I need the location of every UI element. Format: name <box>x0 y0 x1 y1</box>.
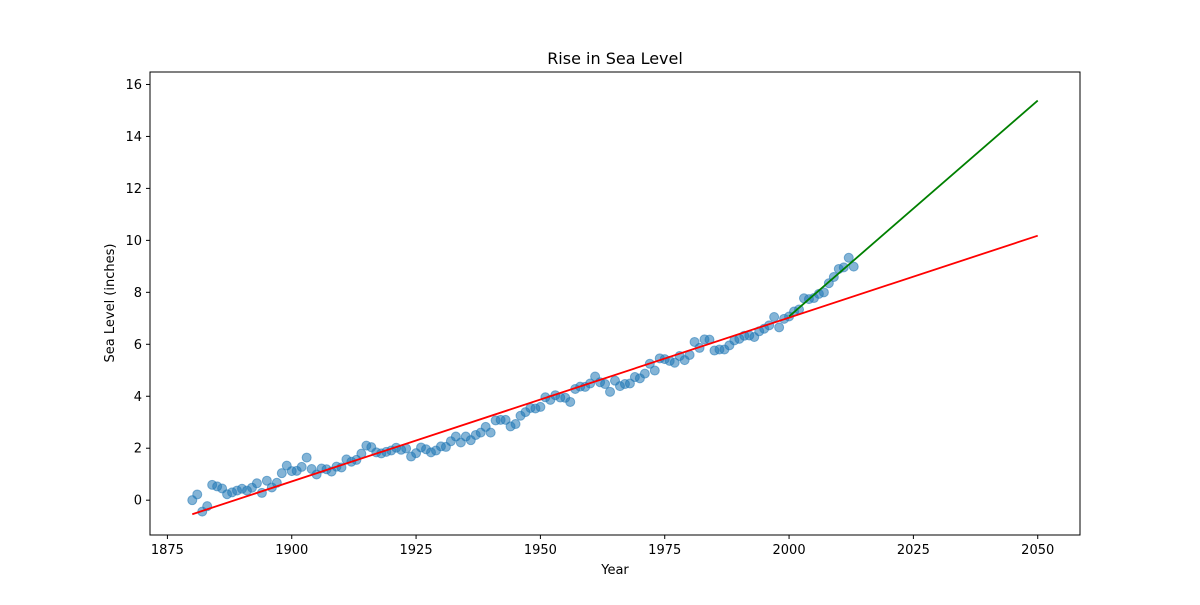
axes-layer: 1875 1900 1925 1950 1975 2000 2025 2050 0 2 4 6 8 10 1… <box>125 78 1054 558</box>
fit-line-red <box>191 234 1039 516</box>
data-point <box>565 396 576 407</box>
data-point <box>848 261 859 272</box>
data-point <box>276 468 287 479</box>
data-point <box>818 287 829 298</box>
fit-line-green <box>788 99 1039 318</box>
data-point <box>510 419 521 430</box>
y-tick-label: 4 <box>134 390 142 405</box>
data-point <box>605 386 616 397</box>
x-tick-label: 1950 <box>524 543 557 558</box>
data-point <box>639 368 650 379</box>
data-point <box>296 461 307 472</box>
x-tick-label: 2050 <box>1021 543 1054 558</box>
data-point <box>624 378 635 389</box>
data-point <box>600 379 611 390</box>
x-tick-label: 2025 <box>897 543 930 558</box>
x-tick-label: 1975 <box>648 543 681 558</box>
x-tick-label: 2000 <box>773 543 806 558</box>
y-tick-label: 0 <box>134 494 142 509</box>
plot-frame <box>149 71 1081 536</box>
data-point <box>769 312 780 323</box>
data-point <box>261 475 272 486</box>
y-tick-label: 14 <box>125 130 142 145</box>
x-axis-label: Year <box>600 563 629 578</box>
data-point <box>843 252 854 263</box>
y-tick-label: 8 <box>134 286 142 301</box>
data-point <box>485 427 496 438</box>
data-point <box>669 357 680 368</box>
x-tick-label: 1900 <box>275 543 308 558</box>
y-tick-label: 6 <box>134 338 142 353</box>
y-tick-label: 16 <box>125 78 142 93</box>
y-axis-label: Sea Level (inches) <box>103 244 118 363</box>
data-point <box>251 478 262 489</box>
data-point <box>535 401 546 412</box>
data-point <box>192 489 203 500</box>
chart-title: Rise in Sea Level <box>547 49 683 68</box>
y-tick-label: 10 <box>125 234 142 249</box>
y-tick-label: 2 <box>134 442 142 457</box>
data-point <box>301 452 312 463</box>
y-tick-label: 12 <box>125 182 142 197</box>
data-point <box>649 365 660 376</box>
x-tick-label: 1875 <box>151 543 184 558</box>
marks-layer <box>187 99 1039 517</box>
data-point <box>838 262 849 273</box>
data-point <box>500 414 511 425</box>
x-tick-label: 1925 <box>400 543 433 558</box>
data-point <box>774 322 785 333</box>
